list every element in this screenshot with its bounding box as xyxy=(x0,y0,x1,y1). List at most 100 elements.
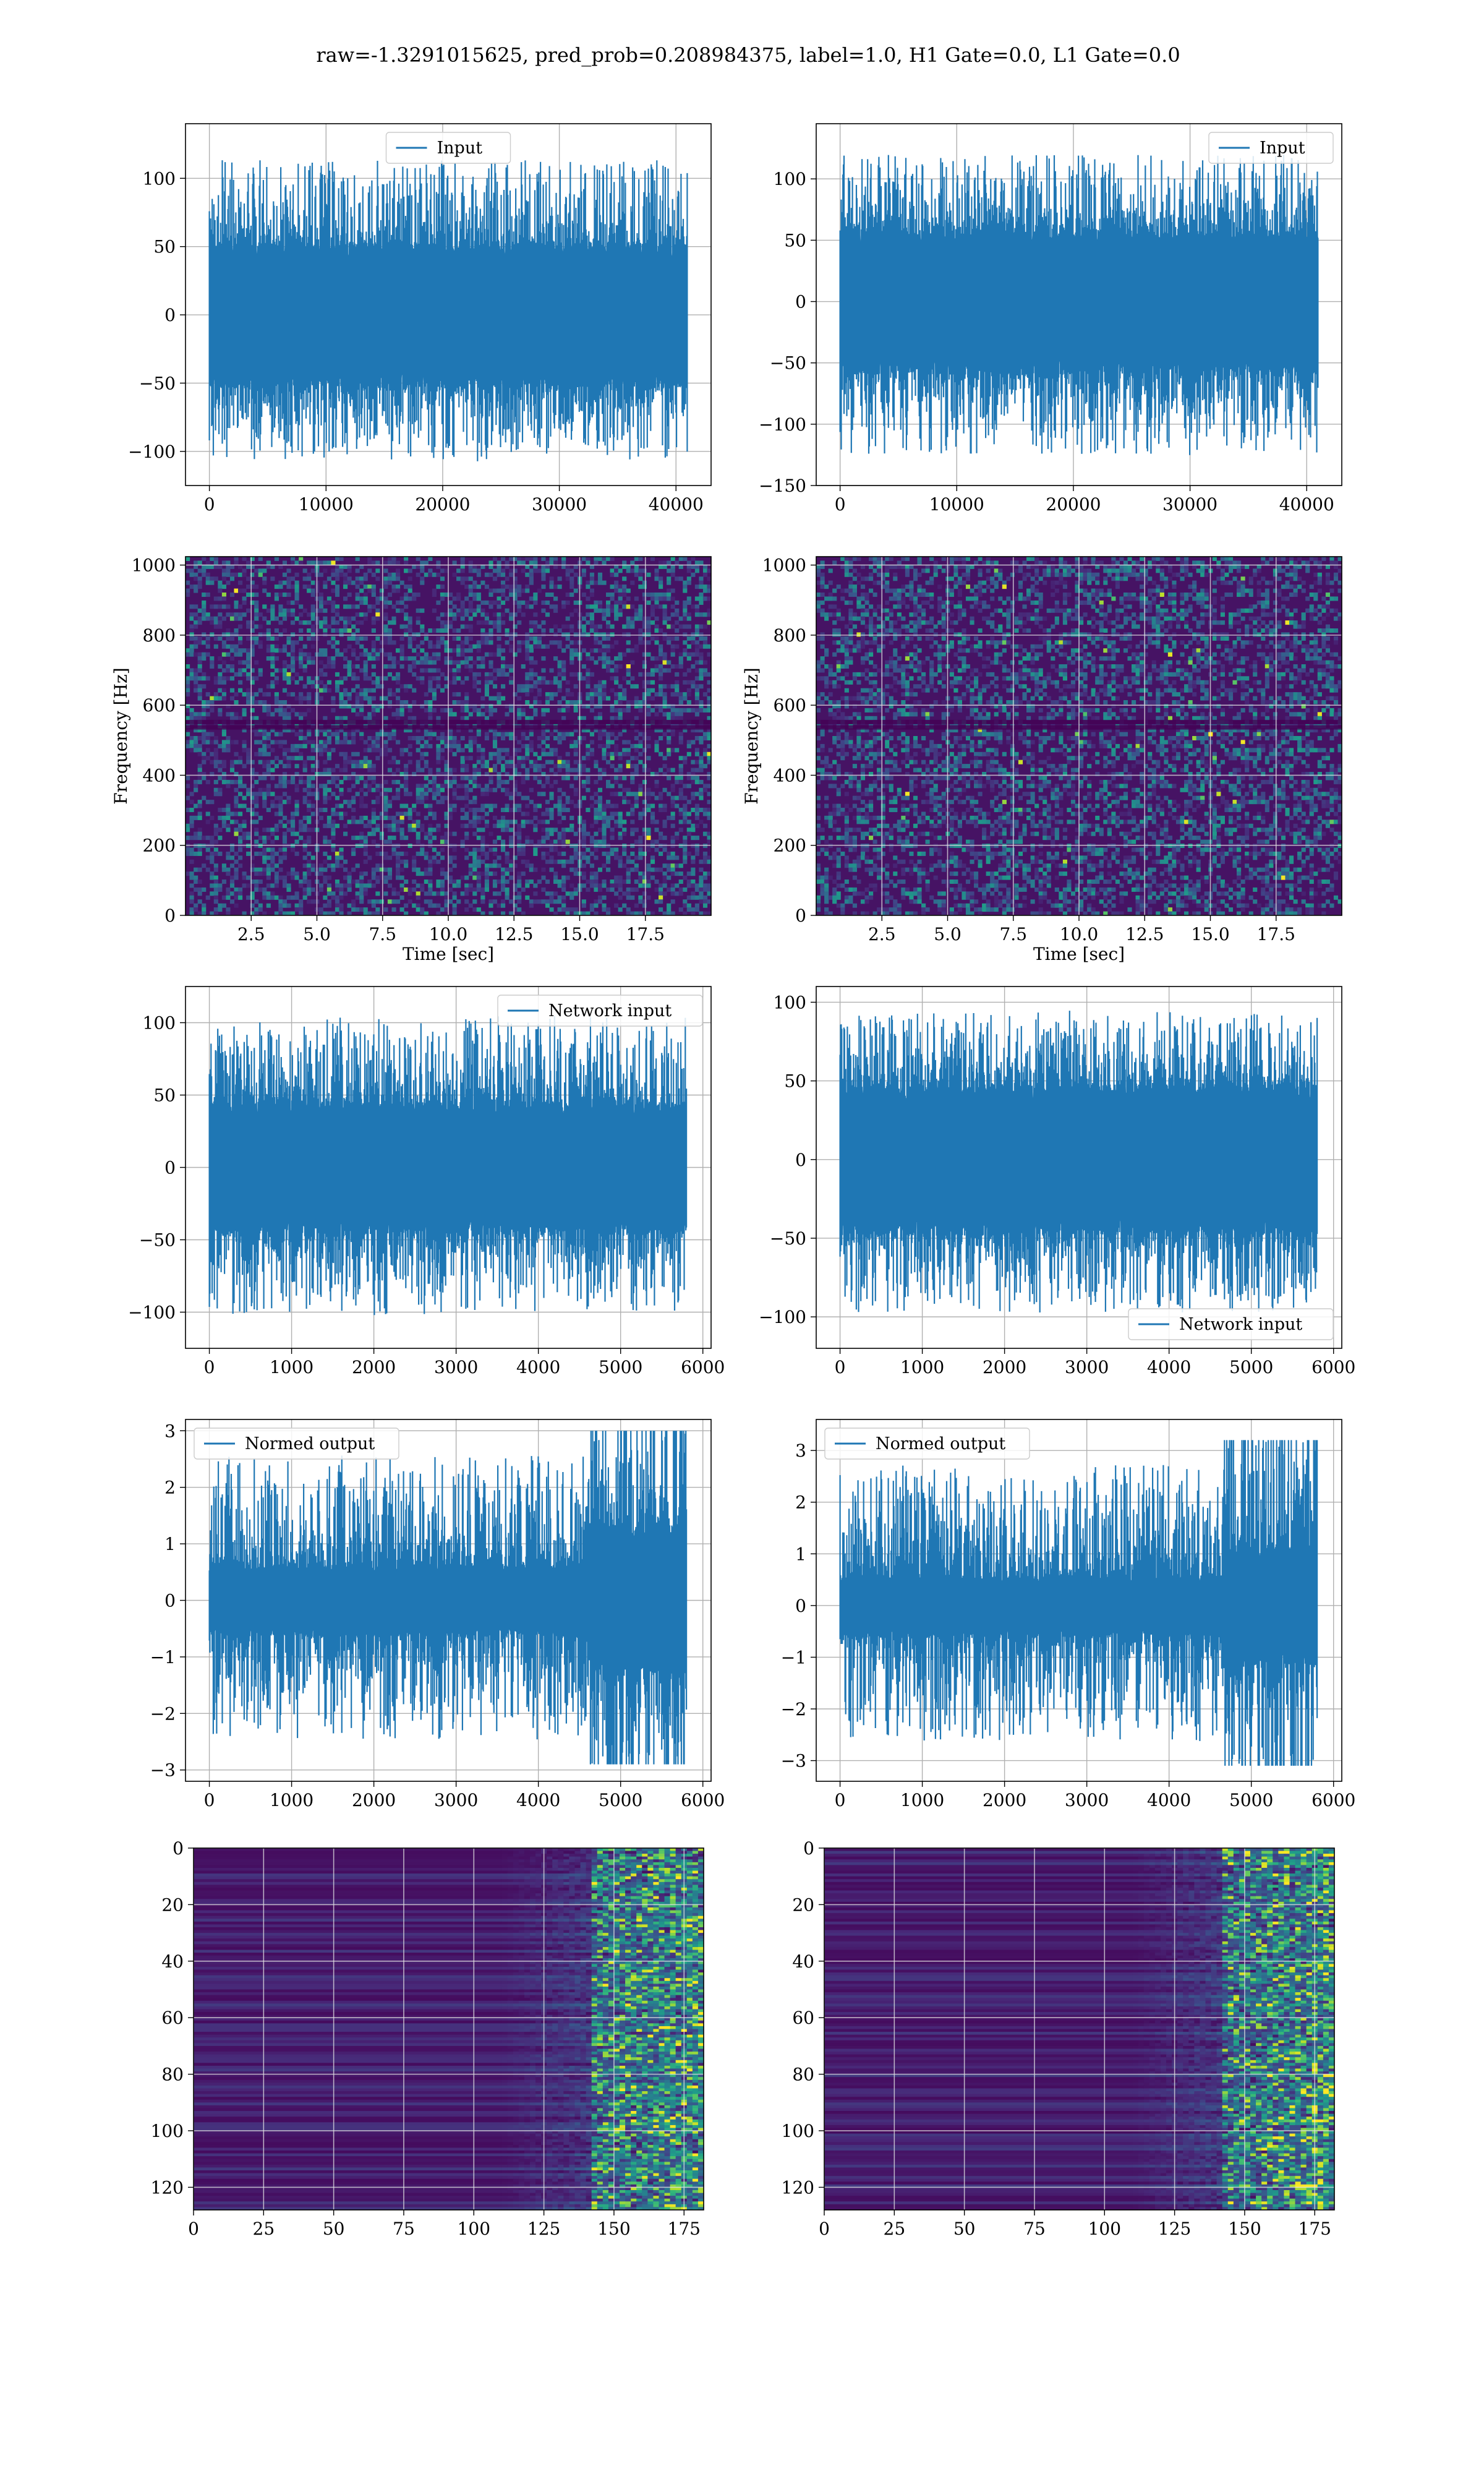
heatmap-cell xyxy=(581,844,586,849)
heatmap-cell xyxy=(396,828,401,833)
heatmap-cell xyxy=(186,708,190,713)
heatmap-cell xyxy=(270,867,275,872)
heatmap-cell xyxy=(234,588,239,593)
heatmap-cell xyxy=(197,764,202,769)
heatmap-cell xyxy=(371,903,376,908)
heatmap-cell xyxy=(699,593,704,597)
heatmap-cell xyxy=(694,887,699,892)
heatmap-cell xyxy=(452,700,457,705)
heatmap-cell xyxy=(432,656,437,661)
heatmap-cell xyxy=(310,624,315,629)
heatmap-cell xyxy=(501,887,506,892)
heatmap-cell xyxy=(630,648,635,653)
heatmap-cell xyxy=(416,784,420,789)
heatmap-cell xyxy=(456,596,461,601)
heatmap-cell xyxy=(472,612,477,617)
heatmap-cell xyxy=(589,628,594,633)
heatmap-cell xyxy=(472,815,477,820)
heatmap-cell xyxy=(702,660,708,665)
heatmap-cell xyxy=(699,883,704,888)
heatmap-cell xyxy=(492,736,498,741)
heatmap-cell xyxy=(553,736,558,741)
heatmap-cell xyxy=(197,656,202,661)
heatmap-cell xyxy=(654,640,659,645)
heatmap-cell xyxy=(452,668,457,673)
heatmap-cell xyxy=(444,644,449,649)
heatmap-cell xyxy=(686,624,691,629)
heatmap-cell xyxy=(326,596,331,601)
heatmap-cell xyxy=(291,676,296,681)
heatmap-cell xyxy=(642,792,647,797)
heatmap-cell xyxy=(202,756,207,761)
heatmap-cell xyxy=(226,664,231,669)
heatmap-cell xyxy=(638,576,643,581)
heatmap-cell xyxy=(618,831,623,836)
heatmap-cell xyxy=(383,740,388,745)
heatmap-cell xyxy=(262,859,267,864)
heatmap-cell xyxy=(618,732,623,737)
heatmap-cell xyxy=(525,716,530,721)
heatmap-cell xyxy=(197,716,202,721)
heatmap-cell xyxy=(464,875,469,880)
heatmap-cell xyxy=(525,803,530,808)
heatmap-cell xyxy=(513,748,518,753)
heatmap-cell xyxy=(654,712,659,717)
heatmap-cell xyxy=(218,787,223,792)
heatmap-cell xyxy=(702,568,708,573)
heatmap-cell xyxy=(266,608,271,613)
heatmap-cell xyxy=(391,887,396,892)
heatmap-cell xyxy=(229,576,235,581)
heatmap-cell xyxy=(238,844,243,849)
heatmap-cell xyxy=(189,716,194,721)
heatmap-cell xyxy=(509,792,514,797)
heatmap-cell xyxy=(597,696,603,701)
heatmap-cell xyxy=(371,831,376,836)
heatmap-cell xyxy=(521,820,526,824)
heatmap-cell xyxy=(399,580,404,585)
heatmap-cell xyxy=(602,811,607,816)
heatmap-cell xyxy=(291,620,296,625)
heatmap-cell xyxy=(561,672,566,677)
heatmap-cell xyxy=(694,608,699,613)
heatmap-cell xyxy=(339,628,344,633)
heatmap-cell xyxy=(238,572,243,577)
heatmap-cell xyxy=(294,560,299,565)
heatmap-cell xyxy=(351,676,356,681)
heatmap-cell xyxy=(367,700,372,705)
heatmap-cell xyxy=(278,808,283,813)
heatmap-cell xyxy=(464,899,469,904)
heatmap-cell xyxy=(202,903,207,908)
heatmap-cell xyxy=(359,736,364,741)
heatmap-cell xyxy=(517,708,522,713)
heatmap-cell xyxy=(286,828,291,833)
heatmap-cell xyxy=(286,779,291,784)
heatmap-cell xyxy=(654,867,659,872)
heatmap-cell xyxy=(691,895,696,900)
heatmap-cell xyxy=(186,732,190,737)
heatmap-cell xyxy=(492,684,498,689)
heatmap-cell xyxy=(186,580,190,585)
heatmap-cell xyxy=(707,620,711,625)
heatmap-cell xyxy=(597,899,603,904)
heatmap-cell xyxy=(557,576,562,581)
heatmap-cell xyxy=(428,628,433,633)
heatmap-cell xyxy=(197,811,202,816)
heatmap-cell xyxy=(460,891,465,896)
heatmap-cell xyxy=(659,831,663,836)
heatmap-cell xyxy=(250,808,255,813)
heatmap-cell xyxy=(274,680,279,685)
heatmap-cell xyxy=(521,859,526,864)
heatmap-cell xyxy=(634,792,639,797)
heatmap-cell xyxy=(557,808,562,813)
heatmap-cell xyxy=(294,891,299,896)
heatmap-cell xyxy=(367,899,372,904)
heatmap-cell xyxy=(371,736,376,741)
heatmap-cell xyxy=(521,844,526,849)
heatmap-cell xyxy=(294,772,299,777)
heatmap-cell xyxy=(242,557,247,562)
heatmap-cell xyxy=(355,751,360,756)
heatmap-cell xyxy=(702,644,708,649)
heatmap-cell xyxy=(278,903,283,908)
heatmap-cell xyxy=(702,895,708,900)
heatmap-cell xyxy=(294,680,299,685)
